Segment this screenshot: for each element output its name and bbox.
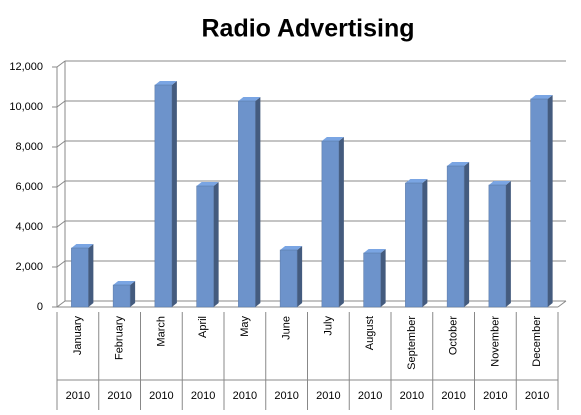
x-tick-label: September xyxy=(406,316,418,370)
grid-line xyxy=(56,60,566,68)
bar-side xyxy=(88,244,94,307)
grid-line xyxy=(56,300,566,308)
bar-front xyxy=(238,100,256,308)
bar-side xyxy=(505,181,511,307)
bar-front xyxy=(71,247,89,308)
grid-line xyxy=(56,220,566,228)
x-tick-label: January xyxy=(72,316,84,356)
x-group-label: 2010 xyxy=(441,390,465,402)
grid-diagonal xyxy=(56,140,66,148)
bar-front xyxy=(279,249,298,308)
x-tick-label: March xyxy=(155,316,167,347)
bar-side xyxy=(171,81,177,307)
x-tick-label: May xyxy=(239,316,251,337)
y-tick-label: 0 xyxy=(37,301,43,313)
bar xyxy=(446,162,470,308)
x-tick-label: June xyxy=(281,316,293,340)
bar-side xyxy=(130,281,136,307)
bar-side xyxy=(255,97,261,307)
bar-front xyxy=(530,98,548,308)
bar-top xyxy=(280,246,303,250)
x-group-label: 2010 xyxy=(149,390,173,402)
x-tick-label: July xyxy=(322,316,334,336)
grid-diagonal xyxy=(56,260,66,268)
bar-front xyxy=(446,165,465,308)
bar xyxy=(238,97,261,308)
bar-side xyxy=(297,246,303,307)
bar xyxy=(279,246,303,308)
x-group-label: 2010 xyxy=(274,390,298,402)
bar-side xyxy=(213,182,219,307)
bar-top xyxy=(405,179,428,183)
x-group-label: 2010 xyxy=(358,390,382,402)
bar-top xyxy=(363,249,386,253)
bar-side xyxy=(547,95,553,307)
grid-line xyxy=(56,260,566,268)
bar-side xyxy=(464,162,470,307)
x-tick-label: November xyxy=(489,316,501,367)
bar-front xyxy=(196,185,214,308)
bar-top xyxy=(154,81,177,85)
bar-top xyxy=(488,181,511,185)
x-group-label: 2010 xyxy=(400,390,424,402)
bar-front xyxy=(405,182,423,308)
bar-side xyxy=(422,179,428,307)
y-tick-label: 2,000 xyxy=(15,261,43,273)
bar xyxy=(363,249,386,308)
grid-line xyxy=(56,100,566,108)
bar-top xyxy=(238,97,261,101)
x-group-label: 2010 xyxy=(316,390,340,402)
chart-title: Radio Advertising xyxy=(202,15,415,43)
bar-front xyxy=(154,84,173,308)
x-group-label: 2010 xyxy=(233,390,257,402)
x-tick-label: April xyxy=(197,316,209,338)
bar-top xyxy=(447,162,470,166)
bar-top xyxy=(196,182,219,186)
grid-diagonal xyxy=(56,180,66,188)
grid-diagonal xyxy=(56,100,66,108)
x-group-label: 2010 xyxy=(525,390,549,402)
bar xyxy=(405,179,428,308)
grid-line xyxy=(56,180,566,188)
x-tick-label: February xyxy=(114,316,126,361)
y-tick-label: 12,000 xyxy=(9,61,43,73)
bar xyxy=(196,182,219,308)
x-group-label: 2010 xyxy=(66,390,90,402)
bar-top xyxy=(113,281,136,285)
grid-diagonal xyxy=(56,300,66,308)
bar xyxy=(321,137,344,308)
x-group-label: 2010 xyxy=(107,390,131,402)
bar-side xyxy=(338,137,344,307)
y-tick-label: 10,000 xyxy=(9,101,43,113)
bar-front xyxy=(363,252,381,308)
x-tick-label: October xyxy=(448,316,460,355)
y-tick-label: 6,000 xyxy=(15,181,43,193)
x-group-label: 2010 xyxy=(483,390,507,402)
grid-line xyxy=(56,140,566,148)
grid-diagonal xyxy=(56,60,66,68)
bar-top xyxy=(321,137,344,141)
bar-top xyxy=(71,244,94,248)
floor-edge xyxy=(557,300,567,308)
x-group-label: 2010 xyxy=(191,390,215,402)
bar-front xyxy=(321,140,340,308)
bar-top xyxy=(530,95,553,99)
y-tick-label: 4,000 xyxy=(15,221,43,233)
grid-diagonal xyxy=(56,220,66,228)
x-tick-label: August xyxy=(364,316,376,350)
bar xyxy=(154,81,177,308)
bar-front xyxy=(112,284,131,308)
bar xyxy=(488,181,511,308)
bar-side xyxy=(380,249,386,307)
bar xyxy=(112,281,136,308)
y-tick-label: 8,000 xyxy=(15,141,43,153)
bar xyxy=(71,244,94,308)
x-tick-label: December xyxy=(531,316,543,367)
bar xyxy=(530,95,553,308)
bar-front xyxy=(488,184,507,308)
